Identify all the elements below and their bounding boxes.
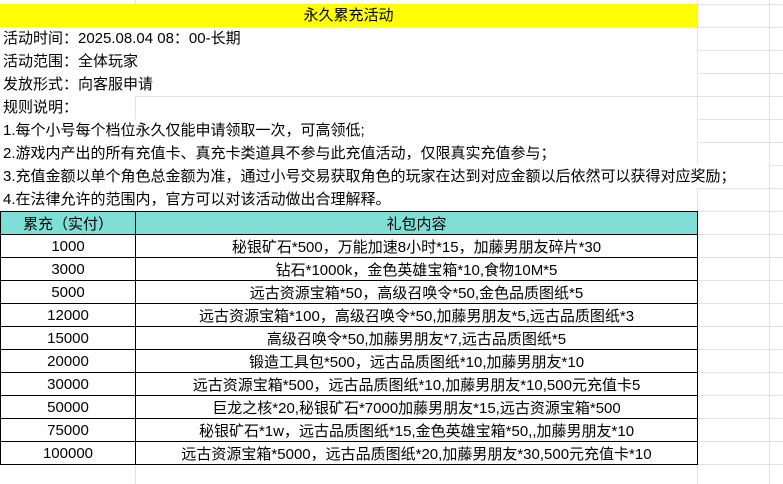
table-row: 15000 高级召唤令*50,加藤男朋友*7,远古品质图纸*5 — [0, 326, 698, 350]
recharge-amount-cell[interactable]: 100000 — [0, 441, 136, 465]
gift-content-cell[interactable]: 锻造工具包*500，远古品质图纸*10,加藤男朋友*10 — [135, 349, 698, 373]
table-row: 75000 秘银矿石*1w，远古品质图纸*15,金色英雄宝箱*50,,加藤男朋友*… — [0, 418, 698, 442]
rule-3[interactable]: 3.充值金额以单个角色总金额为准，通过小号交易获取角色的玩家在达到对应金额以后依… — [0, 165, 769, 188]
table-header-row: 累充（实付） 礼包内容 — [0, 211, 698, 235]
table-row: 30000 远古资源宝箱*500，远古品质图纸*10,加藤男朋友*10,500元充… — [0, 372, 698, 396]
gift-content-cell[interactable]: 远古资源宝箱*50，高级召唤令*50,金色品质图纸*5 — [135, 280, 698, 304]
grid-line — [0, 464, 783, 465]
table-row: 100000 远古资源宝箱*5000，远古品质图纸*20,加藤男朋友*30,500… — [0, 441, 698, 465]
recharge-amount-cell[interactable]: 5000 — [0, 280, 136, 304]
activity-time[interactable]: 活动时间：2025.08.04 08：00-长期 — [0, 27, 697, 50]
reward-table: 累充（实付） 礼包内容 1000 秘银矿石*500，万能加速8小时*15，加藤男朋… — [0, 211, 698, 465]
sheet-title[interactable]: 永久累充活动 — [0, 4, 697, 27]
recharge-amount-cell[interactable]: 15000 — [0, 326, 136, 350]
rule-2[interactable]: 2.游戏内产出的所有充值卡、真充卡类道具不参与此充值活动，仅限真实充值参与； — [0, 142, 697, 165]
recharge-amount-cell[interactable]: 12000 — [0, 303, 136, 327]
recharge-amount-cell[interactable]: 1000 — [0, 234, 136, 258]
table-row: 12000 远古资源宝箱*100，高级召唤令*50,加藤男朋友*5,远古品质图纸*… — [0, 303, 698, 327]
header-recharge[interactable]: 累充（实付） — [0, 211, 136, 235]
gift-content-cell[interactable]: 秘银矿石*1w，远古品质图纸*15,金色英雄宝箱*50,,加藤男朋友*10 — [135, 418, 698, 442]
gift-content-cell[interactable]: 高级召唤令*50,加藤男朋友*7,远古品质图纸*5 — [135, 326, 698, 350]
grid-line — [769, 0, 770, 484]
rule-4[interactable]: 4.在法律允许的范围内，官方可以对该活动做出合理解释。 — [0, 188, 697, 211]
grid-line — [697, 0, 698, 484]
gift-content-cell[interactable]: 巨龙之核*20,秘银矿石*7000加藤男朋友*15,远古资源宝箱*500 — [135, 395, 698, 419]
gift-content-cell[interactable]: 远古资源宝箱*100，高级召唤令*50,加藤男朋友*5,远古品质图纸*3 — [135, 303, 698, 327]
recharge-amount-cell[interactable]: 75000 — [0, 418, 136, 442]
gift-content-cell[interactable]: 秘银矿石*500，万能加速8小时*15，加藤男朋友碎片*30 — [135, 234, 698, 258]
rule-1[interactable]: 1.每个小号每个档位永久仅能申请领取一次，可高领低; — [0, 119, 697, 142]
header-gift-content[interactable]: 礼包内容 — [135, 211, 698, 235]
table-row: 5000 远古资源宝箱*50，高级召唤令*50,金色品质图纸*5 — [0, 280, 698, 304]
gift-content-cell[interactable]: 钻石*1000k，金色英雄宝箱*10,食物10M*5 — [135, 257, 698, 281]
recharge-amount-cell[interactable]: 20000 — [0, 349, 136, 373]
gift-content-cell[interactable]: 远古资源宝箱*500，远古品质图纸*10,加藤男朋友*10,500元充值卡5 — [135, 372, 698, 396]
gift-content-cell[interactable]: 远古资源宝箱*5000，远古品质图纸*20,加藤男朋友*30,500元充值卡*1… — [135, 441, 698, 465]
activity-scope[interactable]: 活动范围：全体玩家 — [0, 50, 697, 73]
distribution-method[interactable]: 发放形式：向客服申请 — [0, 73, 697, 96]
rules-heading[interactable]: 规则说明： — [0, 96, 135, 119]
table-row: 50000 巨龙之核*20,秘银矿石*7000加藤男朋友*15,远古资源宝箱*50… — [0, 395, 698, 419]
recharge-amount-cell[interactable]: 50000 — [0, 395, 136, 419]
table-row: 20000 锻造工具包*500，远古品质图纸*10,加藤男朋友*10 — [0, 349, 698, 373]
table-row: 1000 秘银矿石*500，万能加速8小时*15，加藤男朋友碎片*30 — [0, 234, 698, 258]
recharge-amount-cell[interactable]: 30000 — [0, 372, 136, 396]
grid-line — [0, 96, 783, 97]
table-row: 3000 钻石*1000k，金色英雄宝箱*10,食物10M*5 — [0, 257, 698, 281]
recharge-amount-cell[interactable]: 3000 — [0, 257, 136, 281]
